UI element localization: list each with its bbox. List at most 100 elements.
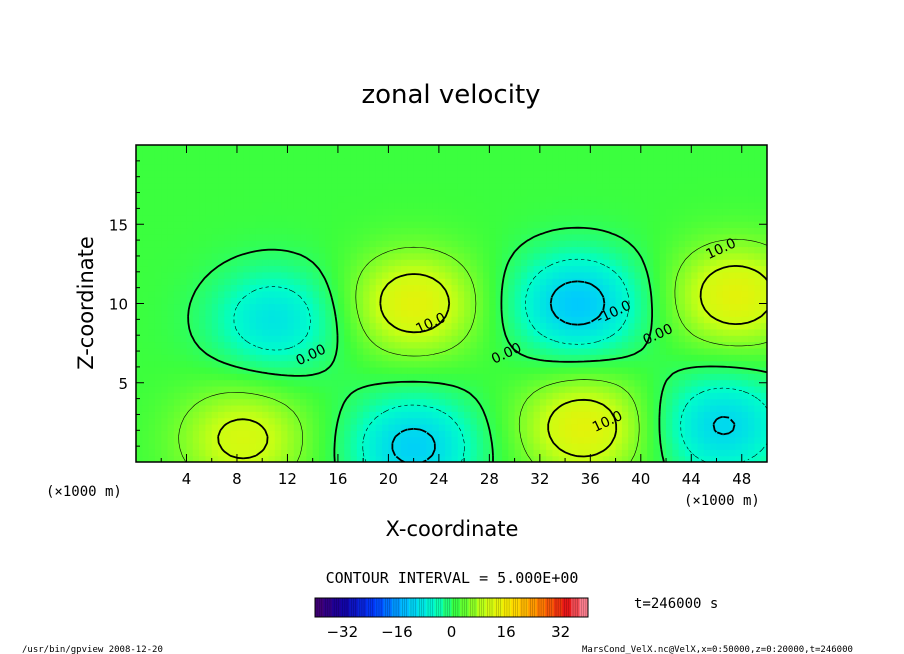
heatmap-cell (678, 360, 686, 368)
heatmap-cell (426, 170, 434, 178)
heatmap-cell (678, 417, 686, 425)
heatmap-cell (451, 328, 459, 336)
heatmap-cell (760, 385, 767, 393)
heatmap-cell (546, 442, 554, 450)
heatmap-cell (331, 195, 339, 203)
heatmap-cell (382, 164, 389, 171)
heatmap-cell (501, 214, 509, 222)
heatmap-cell (426, 202, 434, 209)
heatmap-cell (571, 183, 579, 190)
heatmap-cell (596, 411, 604, 419)
heatmap-cell (710, 442, 718, 450)
heatmap-cell (527, 164, 535, 171)
heatmap-cell (382, 423, 389, 431)
heatmap-cell (684, 151, 692, 159)
heatmap-cell (684, 145, 692, 152)
heatmap-cell (483, 316, 490, 324)
heatmap-cell (382, 449, 389, 457)
heatmap-cell (356, 360, 364, 368)
heatmap-cell (274, 373, 282, 381)
heatmap-cell (659, 411, 667, 419)
heatmap-cell (375, 189, 383, 197)
heatmap-cell (760, 404, 767, 412)
heatmap-cell (735, 354, 743, 362)
heatmap-cell (653, 227, 661, 235)
heatmap-cell (287, 316, 295, 324)
heatmap-cell (205, 354, 213, 362)
heatmap-cell (748, 385, 755, 393)
heatmap-cell (142, 151, 150, 159)
heatmap-cell (236, 360, 244, 368)
heatmap-cell (142, 170, 150, 178)
heatmap-cell (445, 284, 453, 292)
heatmap-cell (148, 284, 156, 292)
heatmap-cell (413, 411, 421, 419)
heatmap-cell (640, 240, 648, 248)
heatmap-cell (142, 297, 150, 305)
heatmap-cell (199, 246, 207, 254)
heatmap-cell (653, 436, 661, 444)
heatmap-cell (647, 303, 655, 311)
heatmap-cell (647, 164, 655, 171)
heatmap-cell (634, 366, 642, 374)
heatmap-cell (533, 164, 541, 171)
heatmap-cell (192, 442, 200, 450)
heatmap-cell (451, 189, 459, 197)
heatmap-cell (615, 208, 623, 216)
heatmap-cell (464, 157, 472, 165)
heatmap-cell (552, 214, 560, 222)
heatmap-cell (464, 214, 472, 222)
heatmap-cell (672, 246, 680, 254)
heatmap-cell (325, 183, 333, 190)
heatmap-cell (312, 379, 320, 387)
heatmap-cell (621, 246, 629, 254)
heatmap-cell (432, 404, 440, 412)
heatmap-cell (754, 442, 762, 450)
heatmap-cell (249, 164, 257, 171)
heatmap-cell (710, 246, 718, 254)
heatmap-cell (274, 164, 282, 171)
heatmap-cell (533, 145, 541, 152)
heatmap-cell (476, 328, 484, 336)
heatmap-cell (438, 455, 446, 462)
heatmap-cell (628, 170, 636, 178)
heatmap-cell (609, 189, 617, 197)
heatmap-cell (236, 385, 244, 393)
heatmap-cell (754, 278, 762, 286)
heatmap-cell (678, 157, 686, 165)
heatmap-cell (508, 379, 516, 387)
heatmap-cell (691, 202, 699, 209)
heatmap-cell (539, 430, 547, 438)
heatmap-cell (407, 145, 415, 152)
heatmap-cell (375, 436, 383, 444)
heatmap-cell (571, 233, 579, 241)
heatmap-cell (722, 265, 730, 273)
heatmap-cell (432, 316, 440, 324)
heatmap-cell (224, 145, 232, 152)
heatmap-cell (684, 347, 692, 355)
heatmap-cell (287, 290, 295, 298)
heatmap-cell (274, 145, 282, 152)
heatmap-cell (388, 176, 396, 184)
heatmap-cell (318, 417, 326, 425)
heatmap-cell (735, 436, 743, 444)
heatmap-cell (558, 449, 566, 457)
heatmap-cell (432, 290, 440, 298)
heatmap-cell (331, 404, 339, 412)
heatmap-cell (647, 442, 655, 450)
heatmap-cell (615, 335, 623, 343)
heatmap-cell (205, 145, 213, 152)
heatmap-cell (401, 227, 408, 235)
heatmap-cell (438, 430, 446, 438)
heatmap-cell (621, 341, 629, 349)
heatmap-cell (628, 208, 636, 216)
heatmap-cell (558, 221, 566, 229)
heatmap-cell (653, 360, 661, 368)
heatmap-cell (470, 385, 478, 393)
heatmap-cell (274, 411, 282, 419)
heatmap-cell (255, 208, 263, 216)
heatmap-cell (394, 328, 402, 336)
heatmap-cell (451, 423, 459, 431)
heatmap-cell (255, 373, 263, 381)
heatmap-cell (754, 423, 762, 431)
